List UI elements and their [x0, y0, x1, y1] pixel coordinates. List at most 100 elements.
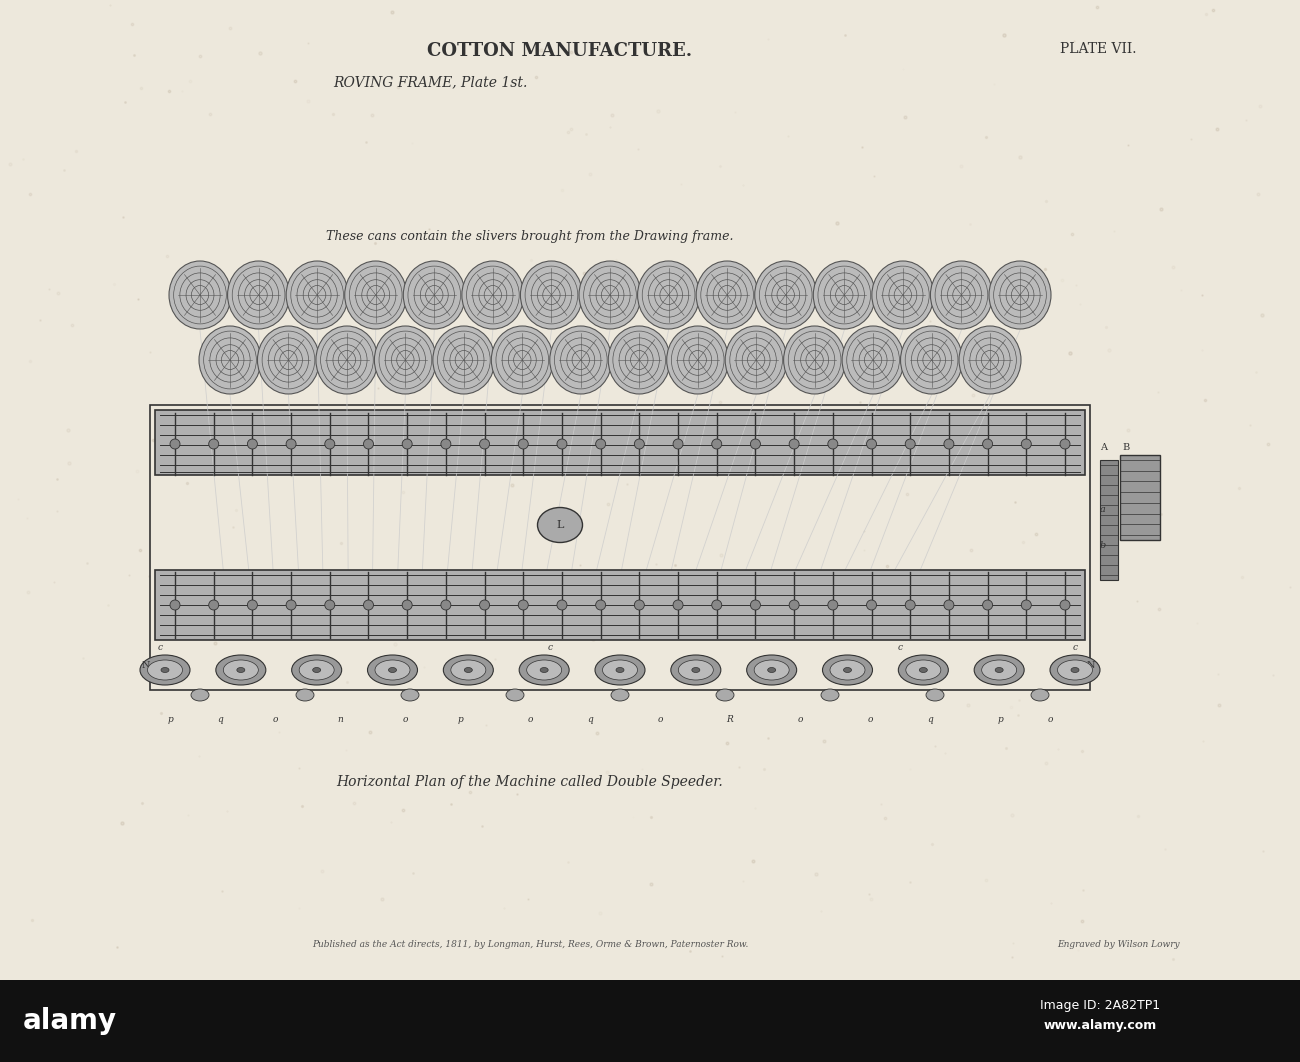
Text: Published as the Act directs, 1811, by Longman, Hurst, Rees, Orme & Brown, Pater: Published as the Act directs, 1811, by L… [312, 940, 749, 949]
Circle shape [170, 439, 179, 449]
Ellipse shape [829, 660, 864, 680]
Circle shape [441, 439, 451, 449]
Ellipse shape [299, 660, 334, 680]
Ellipse shape [1050, 655, 1100, 685]
Ellipse shape [637, 261, 699, 329]
Text: q: q [217, 715, 222, 724]
Ellipse shape [464, 668, 472, 672]
Bar [155, 570, 1086, 640]
Circle shape [170, 600, 179, 610]
Text: N: N [1087, 661, 1096, 669]
Ellipse shape [814, 261, 875, 329]
Text: www.alamy.com: www.alamy.com [1044, 1018, 1157, 1031]
Ellipse shape [224, 660, 259, 680]
Text: N: N [142, 661, 150, 669]
Circle shape [905, 439, 915, 449]
Bar [150, 405, 1089, 690]
Ellipse shape [926, 689, 944, 701]
Circle shape [325, 600, 335, 610]
Circle shape [595, 600, 606, 610]
Circle shape [711, 439, 722, 449]
Ellipse shape [368, 655, 417, 685]
Ellipse shape [872, 261, 933, 329]
Text: p: p [458, 715, 463, 724]
Text: Horizontal Plan of the Machine called Double Speeder.: Horizontal Plan of the Machine called Do… [337, 775, 723, 789]
Circle shape [789, 600, 800, 610]
Circle shape [867, 600, 876, 610]
Text: o: o [528, 715, 533, 724]
Text: q: q [927, 715, 933, 724]
Text: c: c [547, 643, 552, 652]
Text: o: o [867, 715, 872, 724]
Ellipse shape [169, 261, 231, 329]
Ellipse shape [257, 326, 320, 394]
Text: n: n [337, 715, 343, 724]
Ellipse shape [996, 668, 1004, 672]
Text: COTTON MANUFACTURE.: COTTON MANUFACTURE. [428, 42, 693, 59]
Text: c: c [897, 643, 902, 652]
Bar [1121, 455, 1160, 539]
Ellipse shape [822, 689, 838, 701]
Text: R: R [727, 715, 733, 724]
Ellipse shape [199, 326, 261, 394]
Ellipse shape [400, 689, 419, 701]
Circle shape [828, 439, 837, 449]
Ellipse shape [716, 689, 734, 701]
Text: ROVING FRAME, Plate 1st.: ROVING FRAME, Plate 1st. [333, 75, 528, 89]
Circle shape [1022, 600, 1031, 610]
Ellipse shape [784, 326, 845, 394]
Ellipse shape [768, 668, 776, 672]
Ellipse shape [296, 689, 315, 701]
Ellipse shape [671, 655, 720, 685]
Ellipse shape [931, 261, 992, 329]
Circle shape [286, 600, 296, 610]
Text: o: o [658, 715, 663, 724]
Ellipse shape [374, 326, 437, 394]
Ellipse shape [541, 668, 549, 672]
Ellipse shape [519, 655, 569, 685]
Text: c: c [1072, 643, 1078, 652]
Ellipse shape [595, 655, 645, 685]
Ellipse shape [291, 655, 342, 685]
Ellipse shape [616, 668, 624, 672]
Bar [0, 980, 1300, 1062]
Circle shape [1060, 600, 1070, 610]
Text: o: o [1048, 715, 1053, 724]
Text: o: o [797, 715, 802, 724]
Circle shape [402, 600, 412, 610]
Ellipse shape [316, 326, 378, 394]
Circle shape [519, 600, 528, 610]
Circle shape [480, 439, 490, 449]
Ellipse shape [906, 660, 941, 680]
Ellipse shape [443, 655, 493, 685]
Ellipse shape [823, 655, 872, 685]
Ellipse shape [537, 508, 582, 543]
Ellipse shape [696, 261, 758, 329]
Ellipse shape [237, 668, 244, 672]
Ellipse shape [754, 660, 789, 680]
Circle shape [867, 439, 876, 449]
Ellipse shape [526, 660, 562, 680]
Circle shape [750, 600, 760, 610]
Circle shape [905, 600, 915, 610]
Ellipse shape [216, 655, 265, 685]
Circle shape [750, 439, 760, 449]
Circle shape [364, 600, 373, 610]
Ellipse shape [433, 326, 495, 394]
Ellipse shape [520, 261, 582, 329]
Text: PLATE VII.: PLATE VII. [1060, 42, 1136, 56]
Text: o: o [402, 715, 408, 724]
Circle shape [402, 439, 412, 449]
Ellipse shape [1057, 660, 1092, 680]
Circle shape [556, 600, 567, 610]
Bar [155, 410, 1086, 475]
Ellipse shape [901, 326, 962, 394]
Text: p: p [168, 715, 173, 724]
Ellipse shape [692, 668, 699, 672]
Ellipse shape [746, 655, 797, 685]
Circle shape [711, 600, 722, 610]
Text: L: L [556, 520, 564, 530]
Ellipse shape [451, 660, 486, 680]
Ellipse shape [974, 655, 1024, 685]
Text: Engraved by Wilson Lowry: Engraved by Wilson Lowry [1057, 940, 1180, 949]
